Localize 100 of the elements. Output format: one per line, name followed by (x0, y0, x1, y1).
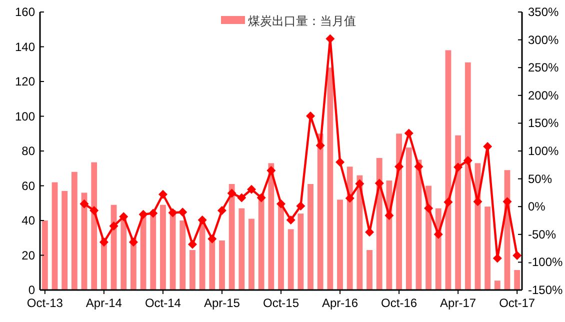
y2-tick-label: 200% (528, 88, 560, 102)
x-tick-label: Oct-16 (381, 296, 418, 310)
bar (62, 190, 68, 290)
bar (484, 206, 491, 290)
point (99, 238, 108, 247)
y2-tick-label: -50% (528, 227, 556, 242)
bar (258, 194, 264, 290)
point (296, 202, 306, 211)
point (208, 234, 217, 244)
bar (42, 220, 48, 290)
point (237, 193, 246, 202)
y-tick-label: 120 (14, 74, 36, 88)
point (454, 162, 463, 172)
x-tick-label: Oct-14 (144, 296, 182, 310)
y2-tick-label: 150% (528, 116, 560, 130)
point (119, 212, 128, 222)
point (80, 199, 89, 208)
point (227, 188, 236, 198)
y2-tick-label: 50% (528, 172, 552, 186)
bar (376, 158, 382, 290)
x-tick-label: Apr-16 (322, 296, 358, 310)
x-tick-label: Apr-15 (204, 296, 240, 310)
point (345, 194, 354, 203)
bar (190, 250, 196, 290)
bar (464, 62, 471, 290)
y2-tick-label: 300% (528, 32, 560, 47)
y2-tick-label: -100% (528, 255, 564, 270)
bar (219, 240, 225, 290)
point (246, 184, 256, 194)
bar (120, 217, 127, 290)
y-tick-label: 80 (22, 144, 36, 158)
bar (346, 166, 353, 290)
y2-tick-label: -150% (528, 283, 564, 297)
y-tick-label: 60 (22, 178, 36, 193)
point (178, 208, 188, 217)
point (306, 111, 316, 120)
y2-tick-label: 250% (528, 60, 560, 75)
bar (514, 270, 520, 290)
bar (396, 134, 402, 290)
point (512, 251, 522, 260)
point (109, 222, 118, 231)
bar (298, 214, 304, 290)
point (256, 193, 266, 202)
bar (238, 208, 245, 290)
bar (337, 200, 343, 290)
x-tick-label: Oct-15 (262, 296, 300, 310)
point (168, 208, 178, 218)
y-tick-label: 140 (14, 40, 36, 54)
bar (228, 184, 235, 290)
y2-tick-label: 100% (528, 144, 560, 158)
point (336, 158, 345, 167)
point (266, 166, 276, 175)
bar (160, 204, 166, 290)
point (276, 199, 286, 208)
y-tick-label: 20 (22, 248, 36, 262)
bar (52, 182, 58, 290)
y2-tick-label: 350% (528, 5, 560, 19)
bar (356, 175, 363, 290)
bar (366, 250, 372, 290)
y-tick-label: 40 (22, 214, 36, 228)
point (444, 198, 453, 207)
point (463, 156, 472, 165)
point (188, 240, 197, 249)
bar (455, 135, 462, 290)
point (286, 215, 296, 224)
bar (199, 220, 206, 290)
x-tick-label: Oct-13 (26, 296, 64, 310)
bar (494, 280, 500, 290)
bar (71, 172, 78, 290)
point (434, 230, 443, 239)
y2-tick-label: 0% (528, 200, 546, 214)
bar (180, 220, 186, 290)
bar (268, 163, 274, 290)
point (355, 179, 364, 188)
bar (248, 218, 254, 290)
legend-label: 煤炭出口量：当月值 (248, 14, 356, 28)
point (404, 128, 414, 138)
bar (317, 134, 324, 290)
point (128, 238, 138, 247)
point (90, 206, 99, 215)
point (138, 210, 148, 219)
bar (308, 184, 314, 290)
x-tick-label: Apr-14 (86, 296, 122, 310)
y-tick-label: 100 (14, 109, 36, 124)
bar (406, 148, 412, 290)
bar (91, 162, 98, 290)
y-tick-label: 0 (28, 283, 36, 297)
bar (288, 229, 294, 290)
point (198, 215, 207, 224)
point (148, 208, 158, 218)
point (394, 162, 404, 172)
legend: 煤炭出口量：当月值 (221, 14, 356, 28)
point (424, 204, 434, 213)
bar (327, 68, 334, 290)
x-tick-label: Apr-17 (440, 296, 476, 310)
x-tick-label: Oct-17 (499, 296, 536, 310)
point (217, 206, 226, 215)
point (158, 190, 168, 199)
point (414, 162, 424, 172)
y-tick-label: 160 (14, 5, 36, 19)
